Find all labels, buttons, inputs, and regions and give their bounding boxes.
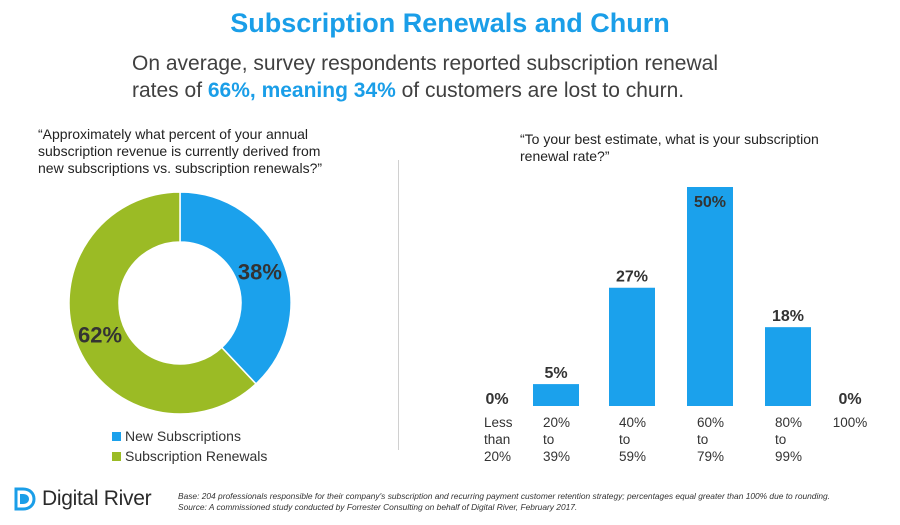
subtitle-text-end: of customers are lost to churn. <box>395 79 685 102</box>
donut-slice-label: 38% <box>238 259 282 284</box>
bar-category-label: 99% <box>775 449 802 464</box>
bar-category-label: to <box>619 432 630 447</box>
donut-question-line: subscription revenue is currently derive… <box>38 143 321 159</box>
base-note: Base: 204 professionals responsible for … <box>178 491 830 501</box>
bar-category-label: Less <box>484 415 513 430</box>
renewal-rate-highlight: 66% <box>207 79 250 102</box>
bar-category-label: 20% <box>484 449 511 464</box>
bar-category-label: to <box>697 432 708 447</box>
bar-category-label: 80% <box>775 415 802 430</box>
donut-legend: New Subscriptions Subscription Renewals <box>112 426 267 466</box>
subtitle-line-2: rates of 66%, meaning 34% of customers a… <box>132 77 832 104</box>
donut-question-line: new subscriptions vs. subscription renew… <box>38 160 323 176</box>
bar-category-label: 60% <box>697 415 724 430</box>
page-subtitle: On average, survey respondents reported … <box>132 50 832 104</box>
bar-category-label: to <box>775 432 786 447</box>
bar-question-line: renewal rate?” <box>520 148 610 164</box>
page-title: Subscription Renewals and Churn <box>230 8 670 38</box>
donut-question: “Approximately what percent of your annu… <box>38 126 322 177</box>
bar-category-label: 39% <box>543 449 570 464</box>
bar-category-label: 40% <box>619 415 646 430</box>
logo-text: Digital River <box>42 487 152 510</box>
chart-divider <box>398 160 399 450</box>
bar-category-label: 59% <box>619 449 646 464</box>
bar <box>765 327 811 406</box>
legend-swatch-renewals <box>112 451 121 461</box>
subtitle-comma: , meaning <box>249 79 354 102</box>
donut-slice <box>179 191 292 385</box>
legend-item-new-subscriptions: New Subscriptions <box>112 426 267 446</box>
bar-category-label: than <box>484 432 510 447</box>
bar-value-label: 18% <box>772 308 804 325</box>
donut-question-line: “Approximately what percent of your annu… <box>38 126 309 142</box>
bar <box>687 187 733 406</box>
source-note: Source: A commissioned study conducted b… <box>178 502 578 512</box>
bar-question-line: “To your best estimate, what is your sub… <box>520 131 819 147</box>
donut-slice <box>68 191 258 415</box>
legend-swatch-new <box>112 431 121 441</box>
churn-rate-highlight: 34% <box>353 79 396 102</box>
bar-category-label: to <box>543 432 554 447</box>
legend-label: New Subscriptions <box>125 428 241 444</box>
digital-river-logo: Digital River <box>14 487 152 511</box>
bar-value-label: 0% <box>838 391 861 408</box>
bar-value-label: 0% <box>485 391 508 408</box>
bar-value-label: 50% <box>694 194 726 211</box>
legend-label: Subscription Renewals <box>125 448 268 464</box>
bar <box>533 384 579 406</box>
bar-question: “To your best estimate, what is your sub… <box>520 131 819 165</box>
digital-river-logo-icon <box>14 487 36 511</box>
bar <box>609 287 655 406</box>
bar-category-label: 20% <box>543 415 570 430</box>
footnote: Base: 204 professionals responsible for … <box>178 491 893 513</box>
bar-category-label: 100% <box>833 415 868 430</box>
subtitle-line-1: On average, survey respondents reported … <box>132 52 718 75</box>
bar-value-label: 27% <box>616 269 648 286</box>
bar-value-label: 5% <box>544 365 567 382</box>
subtitle-text: rates of <box>132 79 208 102</box>
donut-chart: 38% 62% <box>68 191 292 415</box>
bar-category-label: 79% <box>697 449 724 464</box>
donut-slice-label: 62% <box>78 323 122 348</box>
legend-item-subscription-renewals: Subscription Renewals <box>112 446 267 466</box>
